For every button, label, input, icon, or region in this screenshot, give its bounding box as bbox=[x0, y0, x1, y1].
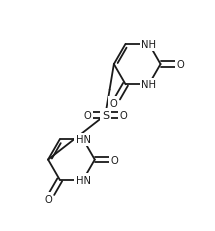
Text: O: O bbox=[44, 194, 52, 204]
Text: HN: HN bbox=[76, 175, 91, 185]
Text: NH: NH bbox=[141, 80, 156, 90]
Text: O: O bbox=[177, 60, 184, 70]
Text: O: O bbox=[83, 110, 91, 121]
Text: HN: HN bbox=[76, 135, 91, 145]
Text: O: O bbox=[110, 99, 118, 109]
Text: O: O bbox=[111, 155, 118, 165]
Text: S: S bbox=[102, 110, 109, 121]
Text: O: O bbox=[120, 110, 127, 121]
Text: NH: NH bbox=[141, 40, 156, 50]
